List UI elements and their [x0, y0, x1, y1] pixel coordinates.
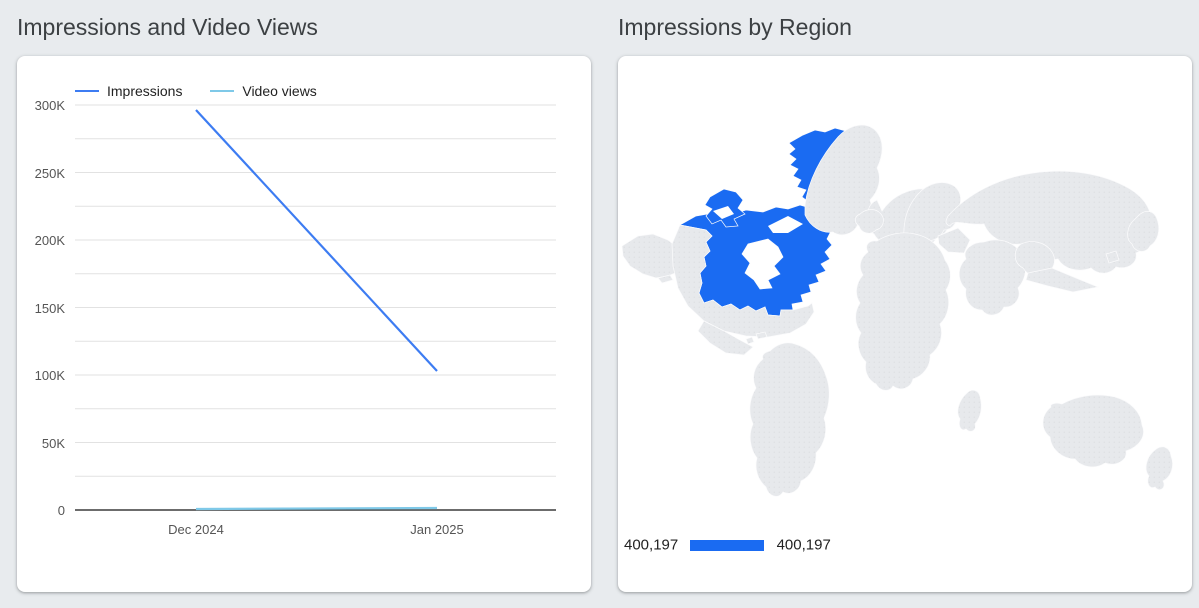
svg-text:300K: 300K [35, 98, 66, 113]
svg-text:Jan 2025: Jan 2025 [410, 522, 464, 537]
svg-text:100K: 100K [35, 368, 66, 383]
svg-text:200K: 200K [35, 233, 66, 248]
svg-text:50K: 50K [42, 436, 65, 451]
svg-text:250K: 250K [35, 166, 66, 181]
svg-text:Dec 2024: Dec 2024 [168, 522, 224, 537]
svg-text:0: 0 [58, 503, 65, 518]
svg-text:150K: 150K [35, 301, 66, 316]
